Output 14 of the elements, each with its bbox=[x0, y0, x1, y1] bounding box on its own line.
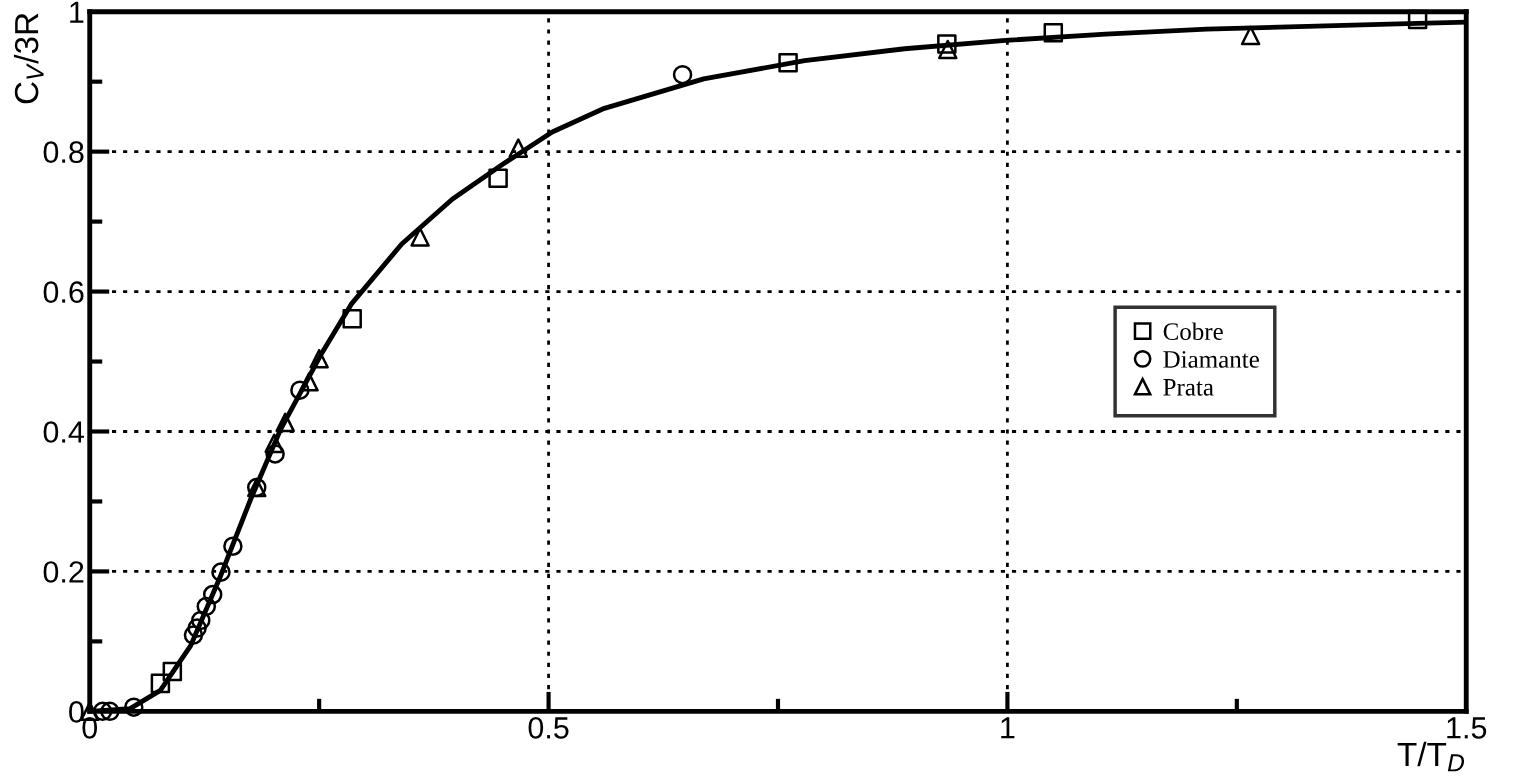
y-tick-label: 0 bbox=[69, 701, 84, 723]
y-tick-label: 0.2 bbox=[43, 561, 84, 583]
legend-label: Prata bbox=[1163, 379, 1214, 396]
y-axis-title: C$_{V}$/3R bbox=[13, 13, 44, 104]
y-tick-label: 0.4 bbox=[43, 421, 84, 443]
x-tick-label: 1.5 bbox=[1447, 717, 1487, 739]
y-tick-label: 0.6 bbox=[43, 281, 84, 303]
legend-label: Cobre bbox=[1163, 322, 1223, 341]
y-tick-label: 0.8 bbox=[43, 141, 84, 163]
x-tick-label: 1 bbox=[1001, 717, 1015, 739]
x-tick-label: 0.5 bbox=[528, 717, 569, 739]
legend-label: Diamante bbox=[1163, 351, 1259, 368]
y-tick-label: 1 bbox=[70, 1, 84, 23]
x-axis-title: T/T$_{D}$ bbox=[1397, 741, 1465, 772]
